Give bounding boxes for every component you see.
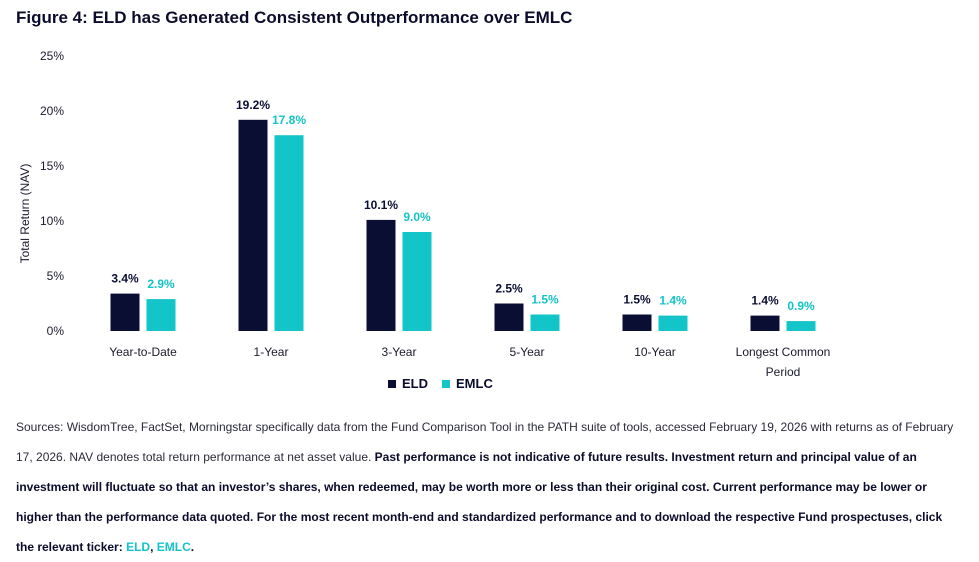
bar-eld-3 (494, 303, 524, 331)
value-label-eld-1: 19.2% (236, 98, 270, 112)
legend-swatch-eld (388, 379, 396, 388)
y-tick-label: 10% (40, 214, 64, 228)
legend-item-emlc: EMLC (442, 376, 493, 391)
x-category-label: Year-to-Date (109, 345, 177, 359)
bar-emlc-0 (146, 299, 176, 331)
x-category-label: Period (766, 365, 801, 379)
value-label-emlc-0: 2.9% (147, 277, 175, 291)
bar-emlc-3 (530, 314, 560, 331)
y-tick-label: 15% (40, 159, 64, 173)
x-category-label: 5-Year (510, 345, 545, 359)
link-separator: , (150, 540, 154, 554)
value-label-eld-4: 1.5% (623, 293, 651, 307)
notes-end: . (190, 540, 195, 554)
legend-item-eld: ELD (388, 376, 428, 391)
bar-emlc-5 (786, 321, 816, 331)
x-category-label: 3-Year (382, 345, 417, 359)
value-label-emlc-2: 9.0% (403, 210, 431, 224)
value-label-emlc-5: 0.9% (787, 299, 815, 313)
value-label-eld-5: 1.4% (751, 294, 779, 308)
value-label-eld-0: 3.4% (111, 272, 139, 286)
value-label-eld-2: 10.1% (364, 198, 398, 212)
bar-chart: Total Return (NAV) 0% 5% 10% 15% 20% 25% 3.4%… (18, 49, 831, 379)
x-category-label: 10-Year (634, 345, 676, 359)
legend-swatch-emlc (442, 379, 450, 388)
y-tick-label: 0% (47, 324, 65, 338)
bar-eld-2 (366, 219, 396, 331)
disclaimer-text: Past performance is not indicative of fu… (16, 450, 943, 554)
y-tick-label: 20% (40, 104, 64, 118)
bar-emlc-4 (658, 315, 688, 331)
bar-emlc-2 (402, 232, 432, 331)
x-category-label: 1-Year (254, 345, 289, 359)
chart-title: Figure 4: ELD has Generated Consistent O… (16, 8, 573, 27)
bar-eld-4 (622, 314, 652, 331)
y-tick-label: 25% (40, 49, 64, 63)
eld-ticker-link[interactable]: ELD (126, 540, 151, 554)
bar-eld-1 (238, 119, 268, 331)
bar-eld-0 (110, 293, 140, 331)
y-axis-title: Total Return (NAV) (18, 164, 32, 264)
bar-eld-5 (750, 315, 780, 331)
emlc-ticker-link[interactable]: EMLC (156, 540, 191, 554)
footnotes: Sources: WisdomTree, FactSet, Morningsta… (16, 412, 961, 562)
value-label-eld-3: 2.5% (495, 282, 523, 296)
y-tick-label: 5% (47, 269, 65, 283)
chart-legend: ELD EMLC (388, 376, 493, 391)
value-label-emlc-3: 1.5% (531, 293, 559, 307)
legend-label-eld: ELD (402, 376, 428, 391)
sources-text: Sources: WisdomTree, FactSet, Morningsta… (16, 420, 954, 464)
bar-emlc-1 (274, 135, 304, 331)
value-label-emlc-4: 1.4% (659, 294, 687, 308)
value-label-emlc-1: 17.8% (272, 113, 306, 127)
x-category-label: Longest Common (736, 345, 831, 359)
legend-label-emlc: EMLC (456, 376, 493, 391)
